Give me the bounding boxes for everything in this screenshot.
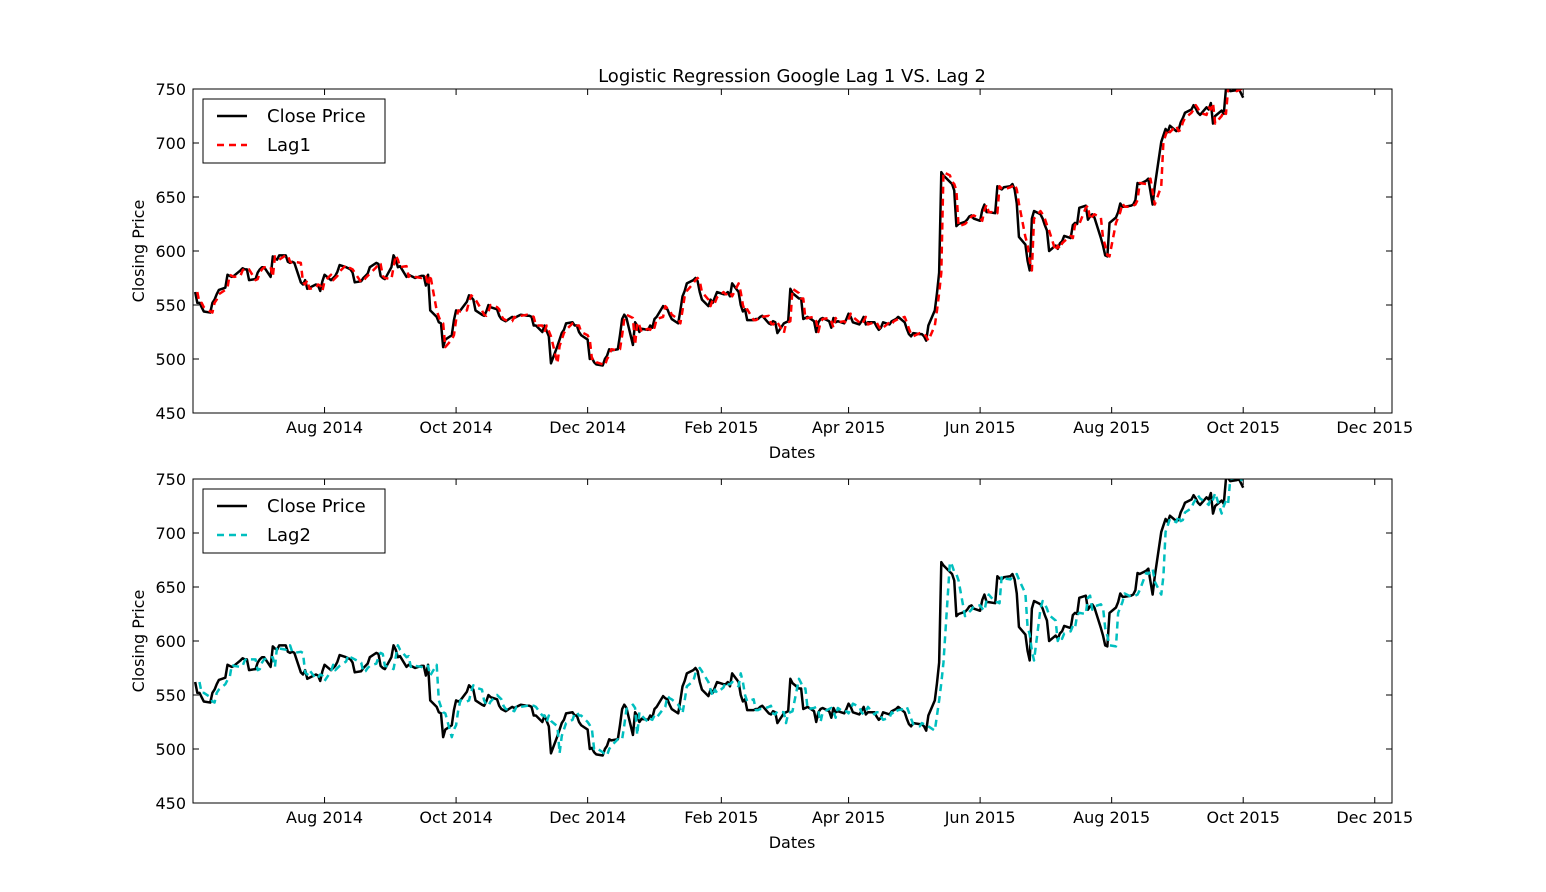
top-legend-close-label: Close Price xyxy=(267,106,366,127)
top-xtick-label: Dec 2014 xyxy=(549,418,626,437)
bottom-ytick-label: 650 xyxy=(155,578,186,597)
top-series-lag1 xyxy=(196,89,1245,367)
top-xtick-label: Aug 2015 xyxy=(1073,418,1150,437)
top-xtick-label: Oct 2014 xyxy=(419,418,492,437)
bottom-legend-close-label: Close Price xyxy=(267,496,366,517)
bottom-ytick-label: 450 xyxy=(155,794,186,813)
top-legend-box xyxy=(202,98,386,164)
top-xtick-label: Dec 2015 xyxy=(1336,418,1413,437)
bottom-xtick-label: Apr 2015 xyxy=(812,808,885,827)
bottom-ytick-label: 600 xyxy=(155,632,186,651)
bottom-xtick-label: Oct 2014 xyxy=(419,808,492,827)
top-y-ticks: 450 500 550 600 650 700 750 xyxy=(155,80,1392,423)
top-plot-lines xyxy=(193,89,1245,367)
top-ytick-label: 500 xyxy=(155,350,186,369)
bottom-y-ticks: 450 500 550 600 650 700 750 xyxy=(155,470,1392,813)
bottom-xtick-label: Dec 2015 xyxy=(1336,808,1413,827)
bottom-xtick-label: Aug 2014 xyxy=(286,808,363,827)
bottom-xtick-label: Aug 2015 xyxy=(1073,808,1150,827)
top-ytick-label: 700 xyxy=(155,134,186,153)
bottom-panel: 450 500 550 600 650 700 750 Aug 2014 Oct 2014 De… xyxy=(129,470,1413,852)
bottom-series-lag2 xyxy=(198,479,1244,757)
top-y-axis-label: Closing Price xyxy=(129,200,148,303)
top-xtick-label: Oct 2015 xyxy=(1206,418,1279,437)
top-ytick-label: 550 xyxy=(155,296,186,315)
top-ytick-label: 600 xyxy=(155,242,186,261)
bottom-xtick-label: Feb 2015 xyxy=(684,808,758,827)
chart-title: Logistic Regression Google Lag 1 VS. Lag… xyxy=(598,66,986,87)
bottom-legend-lag2-label: Lag2 xyxy=(267,525,311,546)
bottom-legend: Close Price Lag2 xyxy=(202,488,386,554)
bottom-ytick-label: 500 xyxy=(155,740,186,759)
bottom-xtick-label: Oct 2015 xyxy=(1206,808,1279,827)
top-x-ticks: Aug 2014 Oct 2014 Dec 2014 Feb 2015 Apr 2015… xyxy=(286,89,1413,437)
top-xtick-label: Apr 2015 xyxy=(812,418,885,437)
top-xtick-label: Aug 2014 xyxy=(286,418,363,437)
bottom-legend-box xyxy=(202,488,386,554)
bottom-ytick-label: 550 xyxy=(155,686,186,705)
top-ytick-label: 650 xyxy=(155,188,186,207)
bottom-y-axis-label: Closing Price xyxy=(129,590,148,693)
top-legend: Close Price Lag1 xyxy=(202,98,386,164)
top-ytick-label: 450 xyxy=(155,404,186,423)
bottom-x-ticks: Aug 2014 Oct 2014 Dec 2014 Feb 2015 Apr 2015… xyxy=(286,479,1413,827)
top-x-axis-label: Dates xyxy=(769,443,816,462)
top-panel: 450 500 550 600 650 700 750 Aug 2014 Oct 2014 De… xyxy=(129,80,1413,462)
top-xtick-label: Jun 2015 xyxy=(944,418,1016,437)
bottom-ytick-label: 750 xyxy=(155,470,186,489)
bottom-x-axis-label: Dates xyxy=(769,833,816,852)
bottom-plot-lines xyxy=(193,479,1245,757)
top-series-close-price xyxy=(193,89,1245,367)
bottom-xtick-label: Jun 2015 xyxy=(944,808,1016,827)
top-legend-lag1-label: Lag1 xyxy=(267,135,311,156)
bottom-xtick-label: Dec 2014 xyxy=(549,808,626,827)
top-ytick-label: 750 xyxy=(155,80,186,99)
bottom-ytick-label: 700 xyxy=(155,524,186,543)
top-xtick-label: Feb 2015 xyxy=(684,418,758,437)
